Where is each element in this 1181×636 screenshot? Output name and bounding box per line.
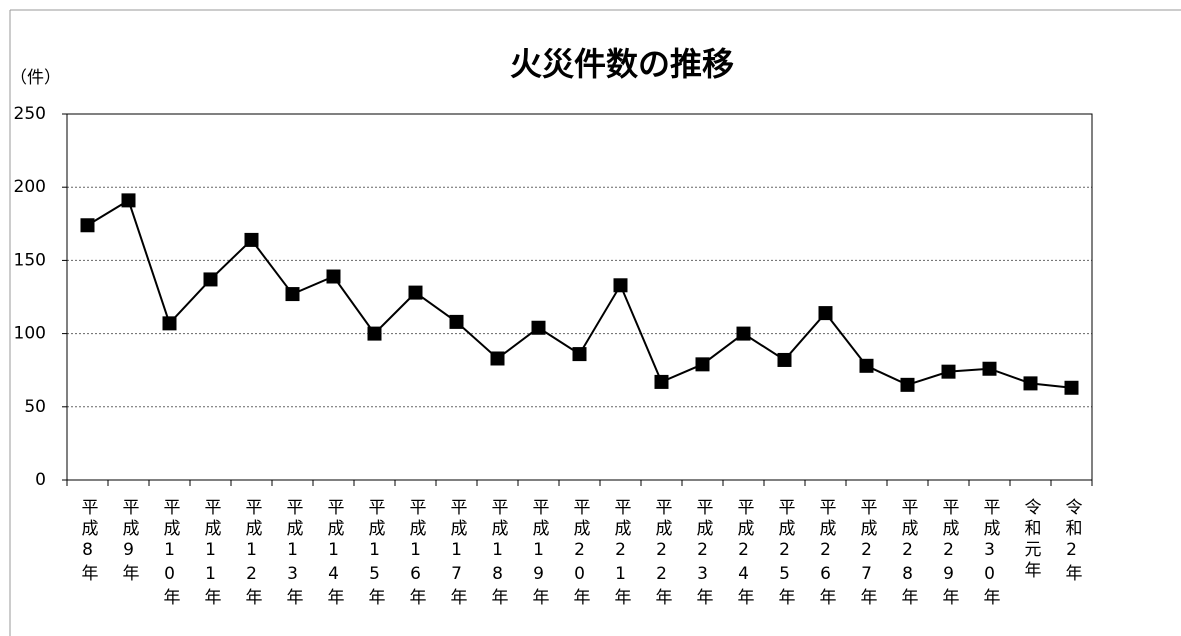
marker [368, 327, 382, 341]
x-tick-label: 平成17年 [445, 498, 469, 609]
x-tick-label: 平成14年 [322, 498, 346, 609]
y-tick-label: 250 [14, 104, 46, 124]
chart-title: 火災件数の推移 [510, 45, 734, 83]
marker [532, 321, 546, 335]
x-tick-label: 平成18年 [486, 498, 510, 609]
y-axis-label: （件） [10, 68, 61, 88]
marker [860, 359, 874, 373]
marker [450, 315, 464, 329]
x-tick-label: 平成23年 [691, 498, 715, 609]
marker [696, 357, 710, 371]
marker [737, 327, 751, 341]
y-tick-label: 150 [14, 250, 46, 270]
x-tick-label: 令和2年 [1060, 498, 1084, 585]
marker [942, 365, 956, 379]
marker [819, 306, 833, 320]
chart: 火災件数の推移 （件） 0 50 100 150 200 250 平成8年平成9年平成10… [0, 0, 1181, 636]
marker [286, 287, 300, 301]
x-tick-label: 平成19年 [527, 498, 551, 609]
plot-area [67, 114, 1092, 480]
y-tick-label: 200 [14, 177, 46, 197]
x-tick-label: 平成20年 [568, 498, 592, 609]
x-tick-label: 平成28年 [896, 498, 920, 609]
x-tick-label: 平成9年 [117, 498, 141, 585]
x-tick-label: 平成10年 [158, 498, 182, 609]
marker [614, 278, 628, 292]
y-tick-label: 0 [35, 470, 46, 490]
x-tick-label: 平成8年 [76, 498, 100, 585]
x-tick-label: 平成22年 [650, 498, 674, 609]
marker [327, 270, 341, 284]
x-tick-label: 平成25年 [773, 498, 797, 609]
marker [573, 347, 587, 361]
x-tick-label: 平成11年 [199, 498, 223, 609]
marker [409, 286, 423, 300]
marker [122, 193, 136, 207]
marker [245, 233, 259, 247]
marker [1024, 376, 1038, 390]
x-tick-label: 平成16年 [404, 498, 428, 609]
x-tick-label: 平成30年 [978, 498, 1002, 609]
marker [983, 362, 997, 376]
marker [81, 218, 95, 232]
y-tick-label: 50 [24, 397, 46, 417]
marker [901, 378, 915, 392]
x-tick-label: 平成29年 [937, 498, 961, 609]
marker [491, 351, 505, 365]
x-tick-label: 平成13年 [281, 498, 305, 609]
x-tick-label: 平成12年 [240, 498, 264, 609]
x-tick-label: 平成24年 [732, 498, 756, 609]
marker [655, 375, 669, 389]
x-tick-label: 平成15年 [363, 498, 387, 609]
marker [163, 316, 177, 330]
marker [778, 353, 792, 367]
x-tick-label: 平成26年 [814, 498, 838, 609]
x-tick-label: 平成21年 [609, 498, 633, 609]
marker [204, 272, 218, 286]
x-tick-label: 令和元年 [1019, 498, 1043, 582]
y-tick-label: 100 [14, 324, 46, 344]
x-tick-label: 平成27年 [855, 498, 879, 609]
marker [1065, 381, 1079, 395]
